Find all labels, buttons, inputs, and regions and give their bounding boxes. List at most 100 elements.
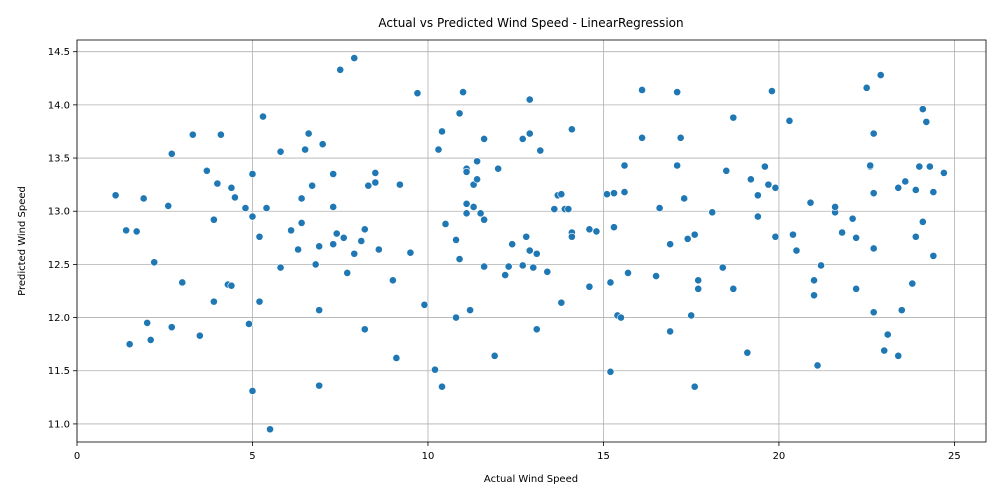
data-point xyxy=(473,175,482,184)
data-point xyxy=(311,260,320,269)
data-point xyxy=(753,212,762,221)
x-tick-label: 10 xyxy=(422,451,435,462)
data-point xyxy=(687,311,696,320)
data-point xyxy=(255,297,264,306)
data-point xyxy=(209,215,218,224)
data-point xyxy=(743,348,752,357)
data-point xyxy=(925,162,934,171)
data-point xyxy=(462,199,471,208)
data-point xyxy=(371,169,380,177)
data-point xyxy=(522,232,531,241)
data-point xyxy=(494,164,503,173)
data-point xyxy=(431,365,439,374)
data-point xyxy=(360,225,369,234)
data-point xyxy=(532,325,541,334)
data-point xyxy=(929,188,938,196)
data-point xyxy=(329,170,338,178)
data-point xyxy=(764,180,773,189)
data-point xyxy=(388,276,397,285)
data-point xyxy=(862,83,871,92)
data-point xyxy=(673,88,682,97)
data-point xyxy=(301,145,310,154)
data-point xyxy=(132,227,141,236)
data-point xyxy=(480,135,489,143)
data-point xyxy=(438,127,446,136)
data-point xyxy=(469,203,478,211)
data-point xyxy=(620,188,629,196)
data-point xyxy=(462,209,471,218)
data-point xyxy=(318,140,327,149)
data-point xyxy=(255,232,264,241)
x-axis-label: Actual Wind Speed xyxy=(484,474,578,485)
x-tick-label: 0 xyxy=(74,451,80,462)
data-point xyxy=(557,298,566,307)
y-tick-label: 12.0 xyxy=(48,313,70,324)
data-point xyxy=(364,181,373,190)
data-point xyxy=(771,183,780,192)
data-point xyxy=(666,240,675,249)
data-point xyxy=(508,240,517,249)
data-point xyxy=(729,113,738,122)
data-point xyxy=(259,112,267,121)
data-point xyxy=(332,229,341,238)
plot-frame xyxy=(76,39,987,443)
data-point xyxy=(894,183,903,192)
data-point xyxy=(146,336,155,344)
data-point xyxy=(869,189,878,198)
data-point xyxy=(638,133,646,142)
data-point xyxy=(939,169,948,177)
data-point xyxy=(603,190,611,199)
data-point xyxy=(690,230,699,239)
data-point xyxy=(202,166,211,175)
data-point xyxy=(480,262,489,271)
data-point xyxy=(452,236,460,244)
data-point xyxy=(195,331,204,340)
data-point xyxy=(883,330,892,339)
data-point xyxy=(753,191,762,200)
data-point xyxy=(690,382,699,391)
data-point xyxy=(241,204,250,212)
data-point xyxy=(406,248,415,257)
data-point xyxy=(459,88,467,97)
data-point xyxy=(167,149,176,158)
data-point xyxy=(248,170,257,178)
data-point xyxy=(525,246,534,255)
data-point xyxy=(357,237,366,245)
data-point xyxy=(666,327,675,336)
data-point xyxy=(304,129,313,138)
x-tick-label: 15 xyxy=(597,451,610,462)
data-point xyxy=(248,212,257,221)
data-point xyxy=(676,133,685,142)
data-point xyxy=(209,297,218,306)
data-point xyxy=(518,261,527,270)
data-point xyxy=(231,193,239,202)
data-point xyxy=(532,249,541,258)
data-point xyxy=(122,226,131,235)
data-point xyxy=(297,219,306,227)
data-point xyxy=(420,300,429,309)
data-point xyxy=(718,263,727,272)
data-point xyxy=(897,306,906,315)
data-point xyxy=(760,162,769,171)
data-point xyxy=(213,179,222,188)
data-point xyxy=(480,215,489,224)
data-point xyxy=(789,230,797,239)
data-point xyxy=(585,225,594,234)
data-point xyxy=(610,223,618,232)
data-point xyxy=(683,234,692,243)
data-point xyxy=(350,249,359,258)
data-point xyxy=(518,135,527,143)
data-point xyxy=(694,276,703,285)
data-point xyxy=(880,346,889,355)
data-point xyxy=(245,320,253,328)
data-point xyxy=(287,226,295,235)
data-point xyxy=(606,278,615,287)
data-point xyxy=(831,203,839,211)
y-tick-label: 12.5 xyxy=(48,260,70,271)
data-point xyxy=(806,198,815,207)
data-point xyxy=(336,65,345,74)
y-tick-label: 13.0 xyxy=(48,207,70,218)
data-point xyxy=(785,116,794,125)
data-point xyxy=(852,284,861,293)
data-point xyxy=(343,269,352,277)
